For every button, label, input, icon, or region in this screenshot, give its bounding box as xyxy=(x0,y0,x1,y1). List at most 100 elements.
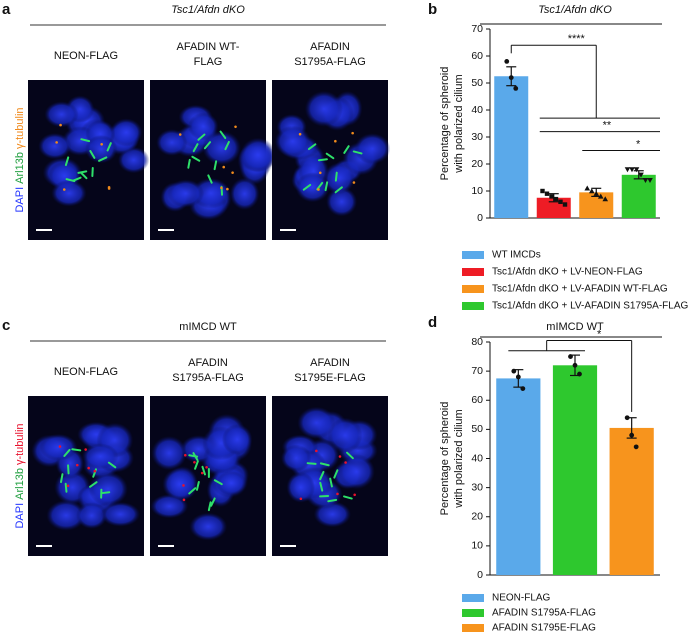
cilium xyxy=(319,462,330,467)
data-point xyxy=(572,362,578,368)
cilium xyxy=(306,462,317,465)
legend-label: WT IMCDs xyxy=(492,250,541,261)
y-tick-label: 50 xyxy=(471,77,483,89)
cilium xyxy=(188,454,199,458)
nucleus xyxy=(327,417,363,454)
legend-label: Tsc1/Afdn dKO + LV-AFADIN S1795A-FLAG xyxy=(492,301,689,312)
nucleus xyxy=(202,130,241,166)
legend-swatch xyxy=(462,268,484,276)
y-axis-label: with polarized cilium xyxy=(453,74,465,173)
cilium xyxy=(219,130,227,140)
cilium xyxy=(65,178,76,183)
y-tick-label: 10 xyxy=(471,540,483,552)
centrosome xyxy=(318,171,322,175)
data-point xyxy=(638,172,644,178)
nucleus xyxy=(326,186,358,217)
centrosome xyxy=(87,466,90,470)
data-point xyxy=(568,354,573,359)
cilium xyxy=(213,160,218,171)
centrosome xyxy=(353,493,356,497)
nucleus xyxy=(323,162,355,195)
cilium xyxy=(327,498,338,503)
cilium xyxy=(60,473,64,484)
cilium xyxy=(89,481,98,488)
stain-label: DAPI Arl13b γ-tubulin xyxy=(14,107,26,212)
column-label: S1795E-FLAG xyxy=(294,372,366,384)
cilium xyxy=(317,158,328,162)
micrograph xyxy=(28,80,150,240)
nucleus xyxy=(151,436,187,471)
cilium xyxy=(197,133,206,141)
centrosome xyxy=(66,484,70,488)
centrosome xyxy=(84,448,87,451)
data-point xyxy=(584,185,591,191)
legend-swatch xyxy=(462,594,484,602)
nucleus xyxy=(162,467,197,501)
column-label: S1795A-FLAG xyxy=(172,372,244,384)
column-label: FLAG xyxy=(194,56,223,68)
cilium xyxy=(201,465,206,476)
panel-title: mIMCD WT xyxy=(179,321,237,333)
column-label: S1795A-FLAG xyxy=(294,56,366,68)
centrosome xyxy=(299,497,303,501)
stain-name: Arl13b xyxy=(14,152,26,184)
column-label: AFADIN WT- xyxy=(177,41,240,53)
y-axis-label: with polarized cilium xyxy=(453,409,465,508)
cilium xyxy=(191,155,201,162)
y-tick-label: 50 xyxy=(471,423,483,435)
bar xyxy=(552,365,598,575)
centrosome xyxy=(222,165,226,169)
cilium xyxy=(352,150,363,155)
centrosome xyxy=(178,133,182,136)
column-label: AFADIN xyxy=(310,357,350,369)
data-point xyxy=(508,75,514,80)
stain-name: Arl13b xyxy=(14,468,26,500)
cilium xyxy=(343,495,353,500)
legend-swatch xyxy=(462,609,484,617)
centrosome xyxy=(231,171,234,174)
legend-label: NEON-FLAG xyxy=(492,593,551,604)
data-point xyxy=(540,188,545,194)
nucleus xyxy=(280,444,312,472)
cilium xyxy=(188,487,197,495)
column-label: NEON-FLAG xyxy=(54,366,118,378)
cilium xyxy=(307,143,317,151)
centrosome xyxy=(107,187,111,190)
nucleus xyxy=(297,406,336,439)
centrosome xyxy=(75,463,79,467)
significance: * xyxy=(636,138,641,150)
y-tick-label: 20 xyxy=(471,511,483,523)
cilium xyxy=(207,501,212,512)
legend-label: Tsc1/Afdn dKO + LV-NEON-FLAG xyxy=(492,267,643,278)
column-label: NEON-FLAG xyxy=(54,50,118,62)
column-label: AFADIN xyxy=(188,357,228,369)
y-tick-label: 40 xyxy=(471,104,483,116)
centrosome xyxy=(315,449,318,453)
bar xyxy=(494,76,529,218)
centrosome xyxy=(234,125,237,129)
significance: * xyxy=(597,328,602,340)
legend-swatch xyxy=(462,302,484,310)
nucleus xyxy=(240,137,276,173)
cilium xyxy=(80,138,91,143)
chart-title: Tsc1/Afdn dKO xyxy=(538,4,612,16)
data-point xyxy=(624,415,630,421)
significance: ** xyxy=(603,120,612,132)
cilium xyxy=(64,482,68,493)
cilium xyxy=(334,186,343,194)
cilium xyxy=(192,143,199,153)
cilium xyxy=(224,140,230,151)
data-point xyxy=(624,167,631,173)
cilium xyxy=(98,156,108,162)
y-tick-label: 10 xyxy=(471,185,483,197)
cilium xyxy=(346,451,354,460)
data-point xyxy=(504,59,510,64)
data-point xyxy=(647,178,653,183)
micrograph xyxy=(150,80,276,240)
cilium xyxy=(100,491,111,495)
cilium xyxy=(187,158,191,169)
legend-swatch xyxy=(462,285,484,293)
y-tick-label: 60 xyxy=(471,50,483,62)
y-tick-label: 60 xyxy=(471,394,483,406)
data-point xyxy=(602,196,609,202)
